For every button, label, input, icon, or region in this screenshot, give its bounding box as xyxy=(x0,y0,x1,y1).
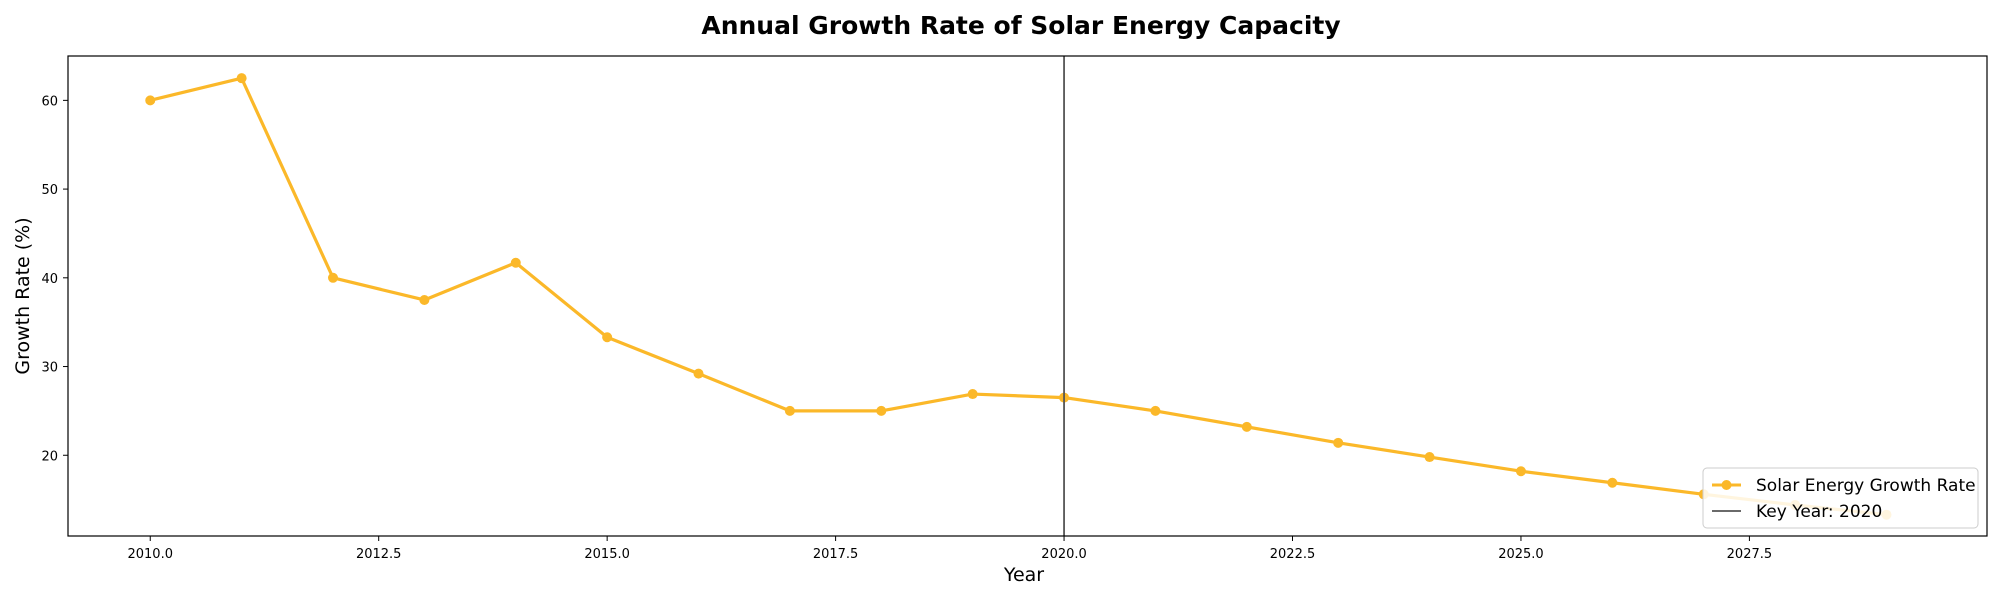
data-point xyxy=(1607,477,1618,488)
data-point xyxy=(876,405,887,416)
data-point xyxy=(328,272,339,283)
plot-area xyxy=(145,56,1892,536)
plot-frame xyxy=(67,55,1988,537)
data-point xyxy=(1515,466,1526,477)
data-point xyxy=(510,257,521,268)
data-point xyxy=(236,73,247,84)
y-tick-label: 50 xyxy=(41,183,58,198)
x-tick-label: 2012.5 xyxy=(356,547,402,562)
x-tick-label: 2022.5 xyxy=(1270,547,1316,562)
x-tick-label: 2020.0 xyxy=(1041,547,1087,562)
data-point xyxy=(145,95,156,106)
legend-box xyxy=(1702,467,1979,529)
x-axis-label: Year xyxy=(1003,564,1044,586)
data-point xyxy=(784,405,795,416)
data-point xyxy=(967,389,978,400)
chart-title: Annual Growth Rate of Solar Energy Capac… xyxy=(701,11,1340,40)
legend-label-solar: Solar Energy Growth Rate xyxy=(1756,476,1976,496)
data-point xyxy=(1424,452,1435,463)
data-point xyxy=(693,368,704,379)
x-tick-label: 2015.0 xyxy=(584,547,630,562)
y-tick-label: 60 xyxy=(41,94,58,109)
y-axis-label: Growth Rate (%) xyxy=(12,217,34,374)
x-tick-label: 2027.5 xyxy=(1727,547,1773,562)
y-tick-label: 20 xyxy=(41,449,58,464)
data-point xyxy=(419,294,430,305)
x-axis: 2010.0 2012.5 2015.0 2017.5 2020.0 2022.5 2025… xyxy=(127,536,1772,562)
data-point xyxy=(1333,437,1344,448)
x-tick-label: 2010.0 xyxy=(127,547,173,562)
legend: Solar Energy Growth Rate Key Year: 2020 xyxy=(1702,467,1979,529)
series-line-solar-growth xyxy=(148,76,1889,517)
data-point xyxy=(1241,421,1252,432)
y-tick-label: 40 xyxy=(41,272,58,287)
data-point xyxy=(602,332,613,343)
legend-marker-solar xyxy=(1721,480,1732,490)
y-axis: 20 30 40 50 60 xyxy=(41,94,68,464)
y-tick-label: 30 xyxy=(41,361,58,376)
x-tick-label: 2017.5 xyxy=(813,547,859,562)
x-tick-label: 2025.0 xyxy=(1498,547,1544,562)
legend-label-key-year: Key Year: 2020 xyxy=(1756,502,1882,522)
data-point xyxy=(1150,405,1161,416)
